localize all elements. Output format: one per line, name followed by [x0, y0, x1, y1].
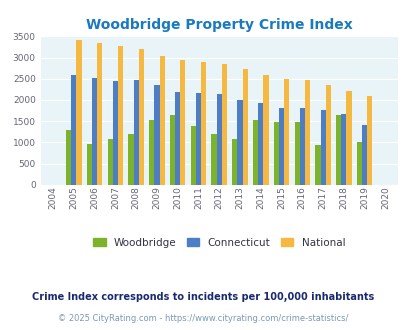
Bar — [356, 142, 361, 185]
Bar — [263, 75, 268, 185]
Bar — [320, 110, 325, 185]
Bar — [345, 91, 351, 185]
Bar — [149, 120, 154, 185]
Bar — [159, 56, 164, 185]
Bar — [221, 64, 226, 185]
Bar — [180, 60, 185, 185]
Bar — [335, 115, 341, 185]
Bar — [87, 144, 92, 185]
Text: © 2025 CityRating.com - https://www.cityrating.com/crime-statistics/: © 2025 CityRating.com - https://www.city… — [58, 314, 347, 323]
Bar — [304, 81, 309, 185]
Bar — [128, 134, 133, 185]
Bar — [211, 134, 216, 185]
Bar — [76, 40, 81, 185]
Bar — [325, 85, 330, 185]
Bar — [71, 75, 76, 185]
Bar — [232, 139, 237, 185]
Bar — [294, 122, 299, 185]
Title: Woodbridge Property Crime Index: Woodbridge Property Crime Index — [85, 18, 352, 32]
Bar — [361, 125, 367, 185]
Bar — [252, 120, 258, 185]
Bar — [367, 96, 371, 185]
Bar — [190, 126, 195, 185]
Bar — [258, 103, 263, 185]
Bar — [139, 49, 144, 185]
Bar — [118, 47, 123, 185]
Bar — [107, 139, 113, 185]
Bar — [66, 130, 71, 185]
Text: Crime Index corresponds to incidents per 100,000 inhabitants: Crime Index corresponds to incidents per… — [32, 292, 373, 302]
Bar — [113, 81, 118, 185]
Bar — [242, 69, 247, 185]
Bar — [175, 92, 180, 185]
Bar — [284, 79, 289, 185]
Bar — [216, 94, 221, 185]
Bar — [97, 43, 102, 185]
Bar — [200, 62, 206, 185]
Bar — [315, 145, 320, 185]
Bar — [278, 108, 284, 185]
Bar — [169, 115, 175, 185]
Bar — [273, 121, 278, 185]
Bar — [195, 93, 200, 185]
Legend: Woodbridge, Connecticut, National: Woodbridge, Connecticut, National — [90, 235, 347, 251]
Bar — [299, 109, 304, 185]
Bar — [341, 114, 345, 185]
Bar — [237, 100, 242, 185]
Bar — [133, 80, 139, 185]
Bar — [154, 85, 159, 185]
Bar — [92, 78, 97, 185]
